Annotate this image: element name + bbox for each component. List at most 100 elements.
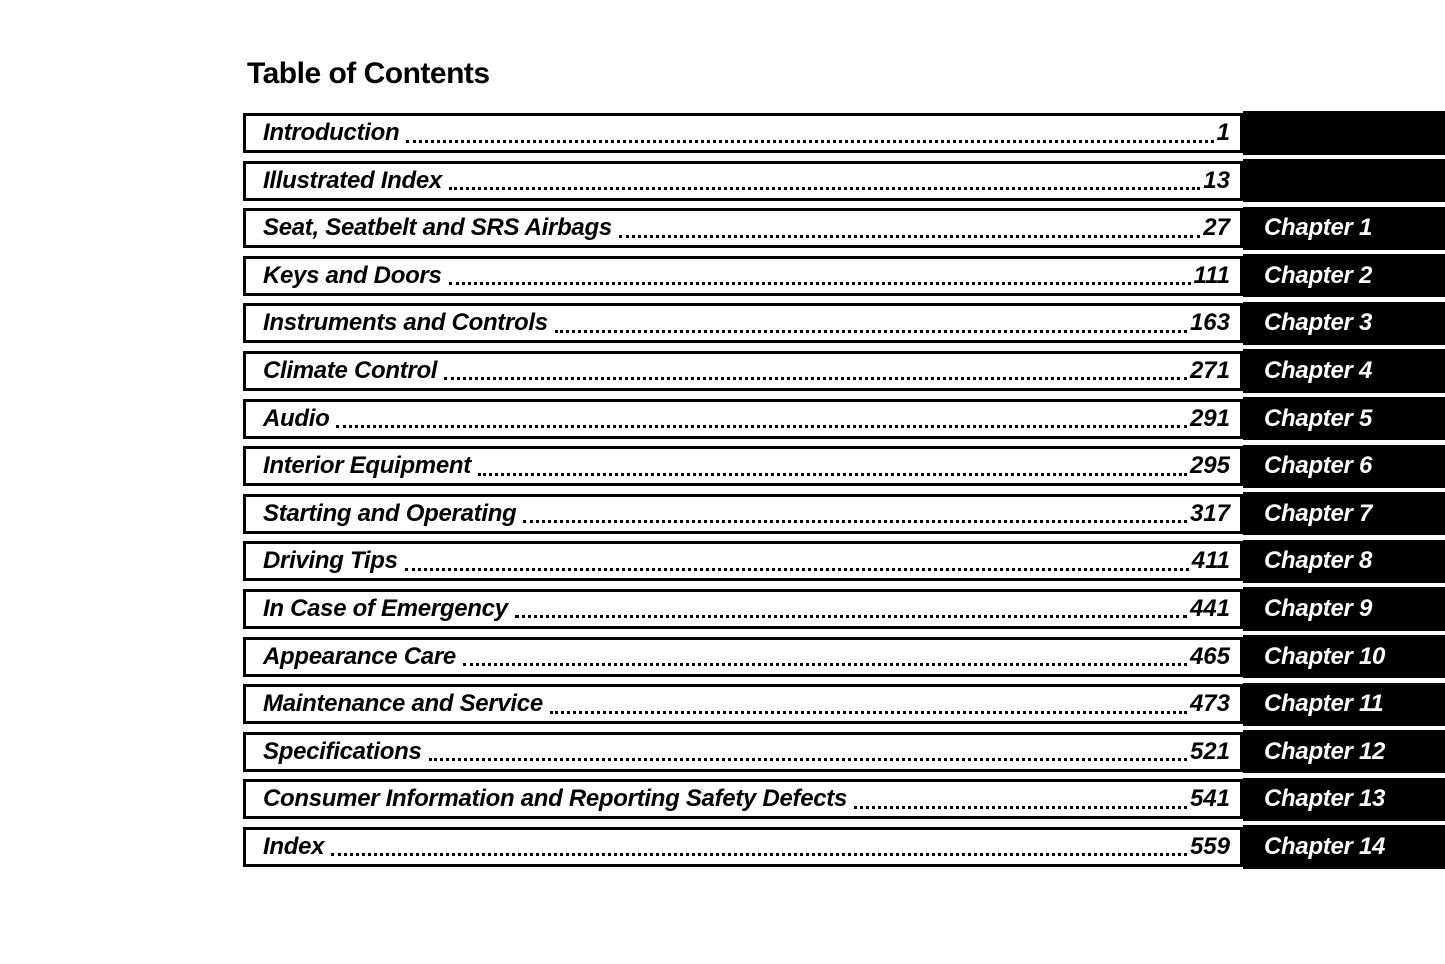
toc-entry-box: Interior Equipment 295 [243,446,1243,487]
toc-entry-box: Appearance Care 465 [243,636,1243,677]
page-number: 27 [1203,214,1230,242]
toc-entry-box: Audio 291 [243,398,1243,439]
toc-row: Seat, Seatbelt and SRS Airbags 27 Chapte… [243,206,1445,250]
chapter-label: Chapter 2 [1264,261,1372,289]
toc-row: Illustrated Index 13 [243,159,1445,203]
dot-leader [549,710,1187,714]
entry-title: Starting and Operating [263,499,517,527]
chapter-label: Chapter 10 [1264,642,1386,670]
entry-title: Seat, Seatbelt and SRS Airbags [263,214,612,242]
chapter-tab: Chapter 6 [1243,444,1445,488]
dot-leader [448,187,1201,191]
chapter-tab: Chapter 10 [1243,634,1445,679]
entry-title: Illustrated Index [263,166,442,194]
page-number: 541 [1189,785,1230,813]
dot-leader [462,663,1187,667]
entry-title: Specifications [263,737,422,765]
chapter-label: Chapter 11 [1264,690,1384,718]
entry-title: Appearance Care [263,642,456,670]
page-number: 521 [1189,737,1230,765]
dot-leader [618,234,1201,238]
dot-leader [554,329,1187,333]
dot-leader [428,758,1187,762]
chapter-label: Chapter 12 [1264,737,1386,765]
toc-row: Consumer Information and Reporting Safet… [243,777,1445,821]
entry-title: Keys and Doors [263,261,442,289]
chapter-tab: Chapter 14 [1243,825,1445,869]
toc-entry-box: In Case of Emergency 441 [243,588,1243,629]
chapter-label: Chapter 7 [1264,499,1372,527]
chapter-tab: Chapter 5 [1243,396,1445,441]
toc-entry-box: Climate Control 271 [243,350,1243,391]
page-number: 163 [1189,309,1230,337]
chapter-label: Chapter 8 [1264,547,1372,575]
chapter-label: Chapter 5 [1264,404,1372,432]
page-number: 559 [1189,832,1230,860]
toc-list: Introduction 1 Illustrated Index 13 Seat… [243,111,1445,869]
toc-row: Audio 291 Chapter 5 [243,396,1445,441]
dot-leader [444,377,1187,381]
page-title: Table of Contents [247,57,490,90]
dot-leader [477,472,1187,476]
page-number: 441 [1189,594,1230,622]
chapter-tab: Chapter 12 [1243,730,1445,774]
page-number: 111 [1193,261,1230,289]
chapter-label: Chapter 6 [1264,452,1372,480]
chapter-tab: Chapter 13 [1243,777,1445,821]
toc-row: Interior Equipment 295 Chapter 6 [243,444,1445,488]
toc-row: In Case of Emergency 441 Chapter 9 [243,587,1445,631]
toc-entry-box: Starting and Operating 317 [243,493,1243,534]
toc-entry-box: Keys and Doors 111 [243,255,1243,296]
dot-leader [331,853,1187,857]
entry-title: Introduction [263,119,400,146]
dot-leader [406,139,1214,143]
toc-row: Climate Control 271 Chapter 4 [243,349,1445,393]
dot-leader [336,425,1187,429]
chapter-label: Chapter 13 [1264,785,1386,813]
page-number: 317 [1189,499,1230,527]
chapter-tab [1243,111,1445,155]
toc-entry-box: Seat, Seatbelt and SRS Airbags 27 [243,208,1243,249]
chapter-tab: Chapter 1 [1243,206,1445,250]
chapter-label: Chapter 1 [1264,214,1372,242]
toc-row: Driving Tips 411 Chapter 8 [243,539,1445,583]
page-number: 291 [1189,404,1230,432]
chapter-label: Chapter 9 [1264,594,1372,622]
chapter-tab: Chapter 7 [1243,492,1445,536]
toc-entry-box: Instruments and Controls 163 [243,303,1243,344]
toc-row: Index 559 Chapter 14 [243,825,1445,869]
entry-title: Index [263,832,325,860]
page-number: 13 [1203,166,1230,194]
toc-row: Specifications 521 Chapter 12 [243,730,1445,774]
chapter-tab: Chapter 8 [1243,539,1445,583]
toc-entry-box: Driving Tips 411 [243,541,1243,582]
entry-title: Consumer Information and Reporting Safet… [263,785,848,813]
entry-title: Climate Control [263,356,438,384]
dot-leader [514,615,1187,619]
chapter-label: Chapter 14 [1264,832,1386,860]
toc-entry-box: Introduction 1 [243,113,1243,153]
chapter-tab: Chapter 3 [1243,301,1445,345]
entry-title: Interior Equipment [263,452,471,480]
toc-row: Maintenance and Service 473 Chapter 11 [243,682,1445,726]
page-number: 473 [1189,690,1230,718]
dot-leader [448,282,1191,286]
entry-title: In Case of Emergency [263,594,508,622]
chapter-label: Chapter 4 [1264,356,1372,384]
toc-row: Introduction 1 [243,111,1445,155]
entry-title: Maintenance and Service [263,690,543,718]
toc-entry-box: Maintenance and Service 473 [243,684,1243,725]
toc-row: Starting and Operating 317 Chapter 7 [243,492,1445,536]
toc-entry-box: Illustrated Index 13 [243,160,1243,201]
dot-leader [523,520,1187,524]
dot-leader [854,805,1187,809]
chapter-tab: Chapter 9 [1243,587,1445,631]
toc-entry-box: Index 559 [243,826,1243,867]
entry-title: Driving Tips [263,547,398,575]
toc-entry-box: Consumer Information and Reporting Safet… [243,779,1243,820]
toc-entry-box: Specifications 521 [243,731,1243,772]
page-number: 465 [1189,642,1230,670]
entry-title: Instruments and Controls [263,309,548,337]
chapter-tab [1243,159,1445,203]
page-number: 295 [1189,452,1230,480]
